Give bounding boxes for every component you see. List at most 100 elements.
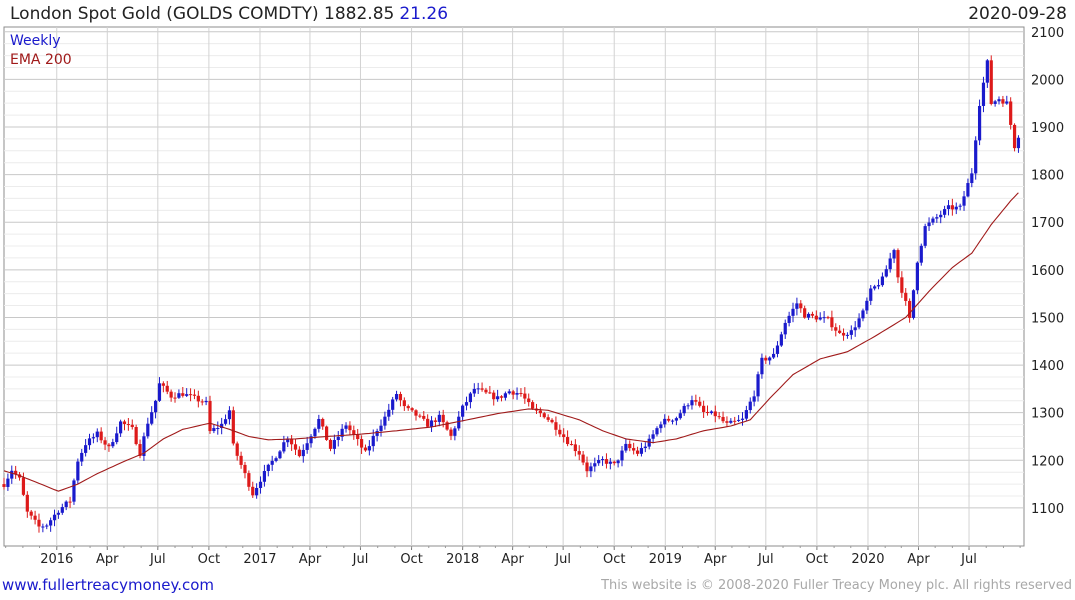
weekly-candle — [760, 353, 764, 379]
candle-body — [445, 422, 449, 430]
candle-body — [426, 418, 430, 427]
candle-body — [876, 285, 881, 287]
candle-body — [935, 217, 939, 219]
weekly-candle — [379, 419, 383, 437]
candle-body — [873, 286, 877, 289]
candle-body — [161, 383, 165, 386]
candle-body — [834, 327, 838, 331]
weekly-candle — [445, 420, 449, 431]
candle-body — [181, 393, 185, 396]
candle-body — [266, 464, 270, 472]
weekly-candle — [908, 298, 912, 323]
y-tick-label: 2100 — [1031, 26, 1064, 41]
candle-body — [200, 401, 204, 403]
weekly-candle — [787, 311, 791, 327]
candle-body — [667, 418, 671, 421]
candle-body — [204, 400, 208, 403]
x-tick-label: Apr — [501, 552, 524, 567]
candle-body — [643, 446, 647, 449]
weekly-candle — [542, 411, 546, 419]
weekly-candle — [589, 462, 593, 478]
candle-body — [208, 400, 212, 432]
candle-body — [21, 477, 26, 495]
candle-body — [60, 507, 64, 513]
candle-body — [904, 292, 908, 301]
candle-body — [993, 101, 997, 104]
weekly-candle — [915, 261, 919, 295]
candle-body — [212, 428, 216, 432]
candle-body — [239, 455, 243, 465]
candle-body — [488, 392, 492, 394]
candle-body — [865, 300, 869, 311]
y-tick-label: 1600 — [1031, 264, 1064, 279]
weekly-candle — [554, 416, 558, 436]
weekly-candle — [192, 389, 197, 400]
weekly-candle — [577, 445, 581, 461]
weekly-candle — [810, 311, 815, 319]
candle-body — [900, 277, 904, 293]
candle-body — [779, 334, 783, 346]
candle-body — [472, 388, 476, 394]
weekly-candle — [363, 444, 368, 452]
candle-body — [437, 414, 441, 422]
candle-body — [942, 209, 947, 215]
weekly-candle — [76, 458, 80, 484]
weekly-candle — [678, 409, 682, 420]
weekly-candle — [880, 272, 885, 287]
candle-body — [87, 438, 92, 446]
candle-body — [332, 440, 336, 449]
weekly-candle — [919, 243, 923, 266]
website-link[interactable]: www.fullertreacymoney.com — [2, 576, 215, 594]
candle-body — [146, 423, 150, 437]
weekly-candle — [783, 319, 787, 339]
weekly-candle — [888, 252, 892, 273]
weekly-candle — [935, 213, 939, 223]
weekly-candle — [865, 297, 869, 315]
legend-ema-200: EMA 200 — [10, 52, 72, 68]
weekly-candle — [834, 323, 838, 337]
candle-body — [227, 410, 232, 420]
weekly-candle — [410, 407, 414, 412]
weekly-candle — [52, 509, 57, 527]
weekly-candle — [472, 383, 476, 397]
candle-body — [764, 357, 768, 361]
candle-body — [153, 400, 158, 413]
candle-body — [107, 444, 111, 447]
weekly-candle — [103, 437, 107, 451]
candle-body — [911, 290, 916, 318]
candle-body — [103, 440, 107, 445]
candle-body — [985, 60, 989, 83]
weekly-candle — [426, 414, 430, 428]
weekly-candle — [869, 284, 873, 305]
weekly-candle — [608, 458, 612, 470]
candle-body — [410, 408, 414, 411]
weekly-candle — [686, 403, 690, 410]
candle-body — [394, 394, 399, 400]
weekly-candle — [235, 441, 239, 461]
x-tick-label: Oct — [400, 552, 422, 567]
candle-body — [309, 436, 313, 444]
candle-body — [243, 464, 247, 474]
weekly-candle — [670, 419, 675, 425]
candle-body — [371, 435, 375, 447]
candle-body — [503, 393, 507, 398]
candle-body — [196, 395, 200, 402]
candle-body — [558, 429, 562, 435]
candle-body — [826, 317, 830, 319]
weekly-candle — [216, 421, 220, 435]
weekly-candle — [359, 435, 364, 454]
candle-body — [115, 433, 119, 443]
candle-body — [523, 393, 527, 399]
weekly-candle — [597, 455, 601, 466]
candle-body — [678, 413, 682, 419]
candle-body — [838, 330, 842, 333]
candle-body — [810, 313, 815, 316]
candle-body — [192, 394, 197, 396]
candle-body — [748, 401, 752, 411]
candle-body — [705, 411, 710, 414]
weekly-candle — [119, 419, 123, 437]
weekly-candle — [632, 442, 636, 455]
weekly-candle — [301, 444, 305, 463]
weekly-candle — [429, 416, 434, 433]
candle-body — [1009, 101, 1013, 125]
